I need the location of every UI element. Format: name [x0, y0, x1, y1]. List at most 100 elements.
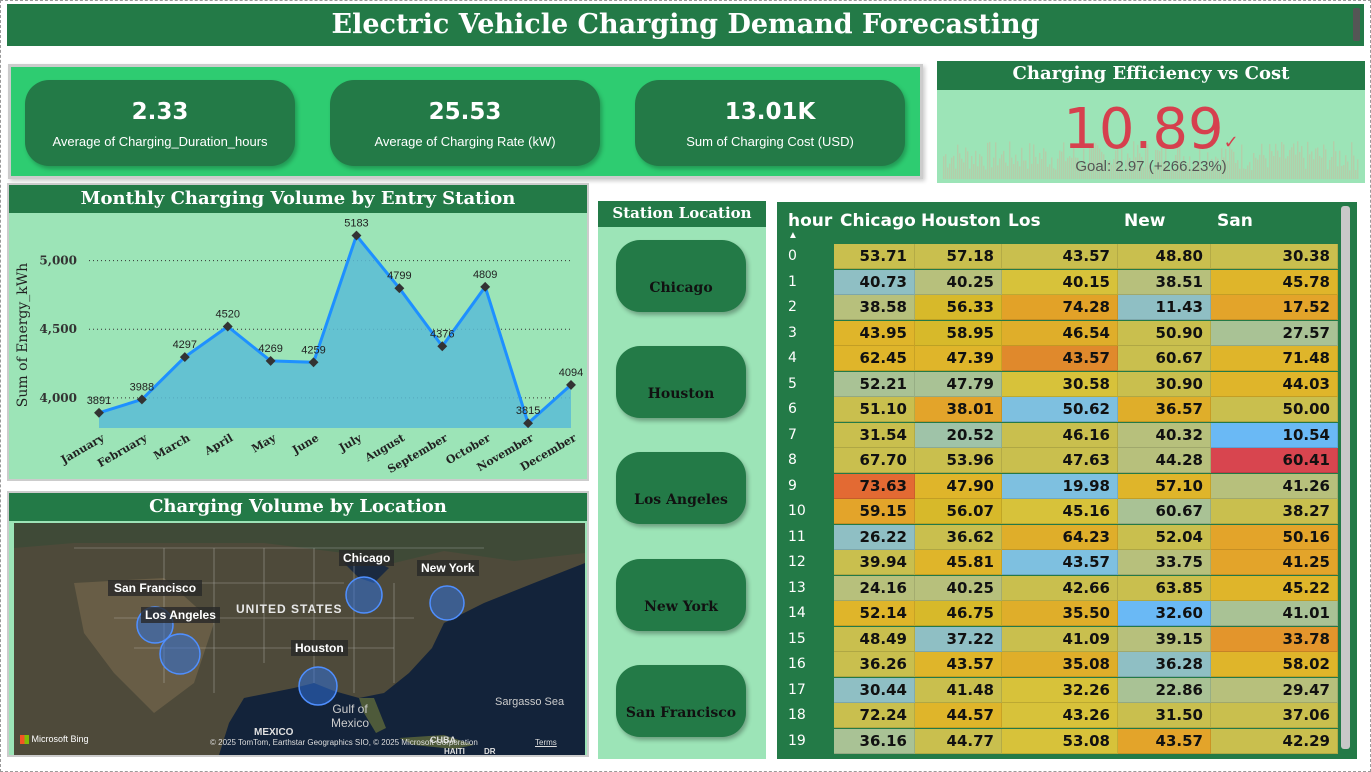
matrix-cell[interactable]: 33.75 [1118, 550, 1211, 575]
matrix-cell[interactable]: 71.48 [1211, 346, 1338, 371]
matrix-cell[interactable]: 40.73 [834, 269, 915, 295]
matrix-cell[interactable]: 20.52 [915, 422, 1002, 448]
matrix-cell[interactable]: 36.28 [1118, 652, 1211, 677]
matrix-cell[interactable]: 60.67 [1118, 346, 1211, 371]
slicer-item-houston[interactable]: Houston [616, 346, 746, 418]
matrix-cell[interactable]: 41.26 [1211, 473, 1338, 499]
matrix-cell[interactable]: 47.90 [915, 473, 1002, 499]
efficiency-kpi-card[interactable]: Charging Efficiency vs Cost 10.89✓ Goal:… [937, 61, 1365, 183]
matrix-scrollbar[interactable] [1341, 206, 1350, 749]
matrix-cell[interactable]: 44.57 [915, 703, 1002, 728]
matrix-cell[interactable]: 62.45 [834, 346, 915, 371]
matrix-cell[interactable]: 73.63 [834, 473, 915, 499]
matrix-cell[interactable]: 33.78 [1211, 626, 1338, 652]
matrix-cell[interactable]: 67.70 [834, 448, 915, 473]
matrix-cell[interactable]: 11.43 [1118, 295, 1211, 320]
matrix-cell[interactable]: 30.44 [834, 677, 915, 703]
matrix-cell[interactable]: 35.08 [1002, 652, 1118, 677]
matrix-cell[interactable]: 44.28 [1118, 448, 1211, 473]
matrix-cell[interactable]: 32.26 [1002, 677, 1118, 703]
matrix-cell[interactable]: 50.00 [1211, 397, 1338, 422]
matrix-cell[interactable]: 46.16 [1002, 422, 1118, 448]
matrix-cell[interactable]: 37.06 [1211, 703, 1338, 728]
matrix-header[interactable]: Chicago [840, 211, 916, 231]
matrix-cell[interactable]: 60.67 [1118, 499, 1211, 524]
matrix-cell[interactable]: 41.01 [1211, 601, 1338, 626]
matrix-cell[interactable]: 64.23 [1002, 524, 1118, 550]
matrix-cell[interactable]: 52.14 [834, 601, 915, 626]
matrix-cell[interactable]: 50.90 [1118, 320, 1211, 346]
matrix-cell[interactable]: 30.38 [1211, 244, 1338, 269]
matrix-cell[interactable]: 47.63 [1002, 448, 1118, 473]
location-map-card[interactable]: Charging Volume by Location [7, 491, 589, 757]
matrix-cell[interactable]: 45.16 [1002, 499, 1118, 524]
matrix-cell[interactable]: 50.62 [1002, 397, 1118, 422]
matrix-cell[interactable]: 36.16 [834, 728, 915, 754]
matrix-cell[interactable]: 43.26 [1002, 703, 1118, 728]
matrix-cell[interactable]: 38.27 [1211, 499, 1338, 524]
matrix-cell[interactable]: 57.10 [1118, 473, 1211, 499]
slicer-item-new-york[interactable]: New York [616, 559, 746, 631]
matrix-cell[interactable]: 53.71 [834, 244, 915, 269]
matrix-cell[interactable]: 57.18 [915, 244, 1002, 269]
matrix-cell[interactable]: 43.57 [1002, 346, 1118, 371]
matrix-cell[interactable]: 42.29 [1211, 728, 1338, 754]
sort-ascending-icon[interactable]: ▲ [788, 230, 798, 241]
matrix-cell[interactable]: 38.58 [834, 295, 915, 320]
matrix-cell[interactable]: 39.15 [1118, 626, 1211, 652]
matrix-cell[interactable]: 45.81 [915, 550, 1002, 575]
matrix-cell[interactable]: 41.25 [1211, 550, 1338, 575]
matrix-cell[interactable]: 58.02 [1211, 652, 1338, 677]
slicer-item-chicago[interactable]: Chicago [616, 240, 746, 312]
matrix-cell[interactable]: 38.51 [1118, 269, 1211, 295]
matrix-cell[interactable]: 39.94 [834, 550, 915, 575]
matrix-cell[interactable]: 31.50 [1118, 703, 1211, 728]
matrix-cell[interactable]: 51.10 [834, 397, 915, 422]
matrix-cell[interactable]: 48.49 [834, 626, 915, 652]
matrix-cell[interactable]: 10.54 [1211, 422, 1338, 448]
matrix-cell[interactable]: 43.57 [1002, 244, 1118, 269]
matrix-cell[interactable]: 60.41 [1211, 448, 1338, 473]
matrix-cell[interactable]: 40.32 [1118, 422, 1211, 448]
kpi-card-rate[interactable]: 25.53 Average of Charging Rate (kW) [330, 80, 600, 166]
matrix-cell[interactable]: 46.54 [1002, 320, 1118, 346]
matrix-cell[interactable]: 41.48 [915, 677, 1002, 703]
matrix-cell[interactable]: 36.62 [915, 524, 1002, 550]
matrix-cell[interactable]: 58.95 [915, 320, 1002, 346]
matrix-cell[interactable]: 63.85 [1118, 575, 1211, 601]
slicer-item-los-angeles[interactable]: Los Angeles [616, 452, 746, 524]
matrix-header[interactable]: New York [1124, 211, 1166, 269]
matrix-cell[interactable]: 36.57 [1118, 397, 1211, 422]
matrix-cell[interactable]: 50.16 [1211, 524, 1338, 550]
matrix-cell[interactable]: 29.47 [1211, 677, 1338, 703]
matrix-header[interactable]: Houston [921, 211, 1002, 231]
matrix-cell[interactable]: 52.04 [1118, 524, 1211, 550]
matrix-cell[interactable]: 59.15 [834, 499, 915, 524]
matrix-cell[interactable]: 41.09 [1002, 626, 1118, 652]
matrix-cell[interactable]: 56.33 [915, 295, 1002, 320]
map-view[interactable]: Chicago New York San Francisco Los Angel… [14, 523, 585, 755]
matrix-cell[interactable]: 32.60 [1118, 601, 1211, 626]
matrix-header-hour[interactable]: hour [788, 211, 833, 231]
matrix-cell[interactable]: 35.50 [1002, 601, 1118, 626]
matrix-cell[interactable]: 46.75 [915, 601, 1002, 626]
matrix-cell[interactable]: 31.54 [834, 422, 915, 448]
matrix-cell[interactable]: 37.22 [915, 626, 1002, 652]
matrix-cell[interactable]: 74.28 [1002, 295, 1118, 320]
slicer-item-san-francisco[interactable]: San Francisco [616, 665, 746, 737]
matrix-cell[interactable]: 53.08 [1002, 728, 1118, 754]
matrix-cell[interactable]: 19.98 [1002, 473, 1118, 499]
matrix-cell[interactable]: 45.78 [1211, 269, 1338, 295]
kpi-card-cost[interactable]: 13.01K Sum of Charging Cost (USD) [635, 80, 905, 166]
matrix-cell[interactable]: 17.52 [1211, 295, 1338, 320]
matrix-cell[interactable]: 44.03 [1211, 371, 1338, 397]
matrix-cell[interactable]: 24.16 [834, 575, 915, 601]
matrix-cell[interactable]: 45.22 [1211, 575, 1338, 601]
matrix-cell[interactable]: 72.24 [834, 703, 915, 728]
matrix-cell[interactable]: 27.57 [1211, 320, 1338, 346]
matrix-cell[interactable]: 26.22 [834, 524, 915, 550]
matrix-cell[interactable]: 43.57 [1118, 728, 1211, 754]
matrix-cell[interactable]: 52.21 [834, 371, 915, 397]
matrix-cell[interactable]: 44.77 [915, 728, 1002, 754]
matrix-cell[interactable]: 30.58 [1002, 371, 1118, 397]
